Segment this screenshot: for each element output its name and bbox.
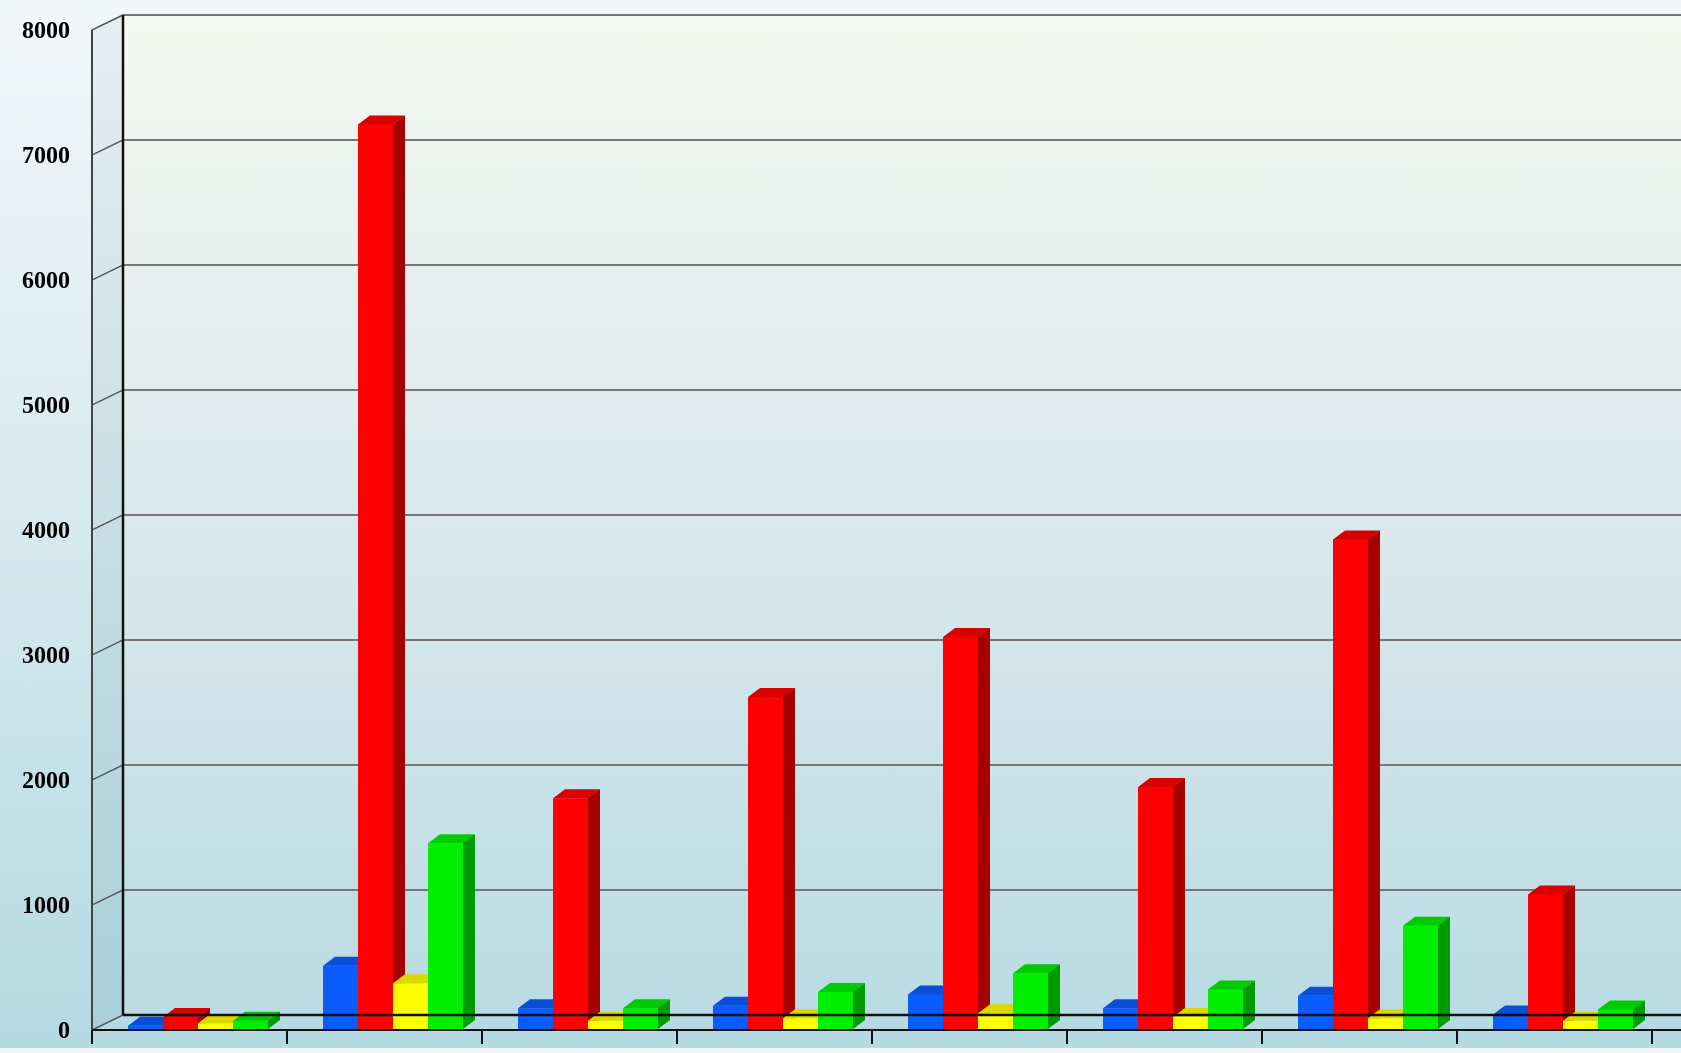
y-tick-label: 3000	[22, 643, 70, 669]
bar	[748, 688, 795, 1029]
bar-top	[1598, 1000, 1645, 1010]
bar-side	[1173, 778, 1185, 1029]
bar	[1528, 885, 1575, 1029]
y-tick-label: 1000	[22, 893, 70, 919]
chart-walls	[91, 13, 1681, 1032]
bar-top	[748, 688, 795, 697]
bar-front	[428, 843, 463, 1029]
bar	[1403, 916, 1450, 1029]
bar	[1138, 778, 1185, 1029]
bar-top	[358, 115, 405, 125]
bar-top	[553, 789, 600, 799]
bar-front	[393, 983, 428, 1029]
bar-front	[1403, 925, 1438, 1029]
bar-front	[623, 1008, 658, 1029]
gridline-depth	[91, 514, 124, 531]
bar-side	[1563, 885, 1575, 1029]
bar-front	[978, 1013, 1013, 1029]
bar	[818, 983, 865, 1029]
y-tick-label: 0	[58, 1018, 70, 1044]
y-tick-label: 7000	[22, 143, 70, 169]
y-tick-label: 5000	[22, 393, 70, 419]
bar-side	[1438, 916, 1450, 1029]
bar-top	[1138, 778, 1185, 787]
bar-front	[908, 994, 943, 1029]
bar-front	[713, 1005, 748, 1029]
bar	[943, 628, 990, 1029]
bar	[358, 115, 405, 1029]
bar-front	[1138, 787, 1173, 1029]
bar	[428, 834, 475, 1029]
bar-side	[783, 688, 795, 1029]
bar-front	[198, 1023, 233, 1029]
bar	[1333, 530, 1380, 1029]
bar-side	[463, 834, 475, 1029]
bar-top	[943, 628, 990, 637]
bar-top	[1208, 980, 1255, 990]
bar-front	[163, 1017, 198, 1029]
bar-front	[518, 1008, 553, 1029]
bar-front	[1208, 989, 1243, 1029]
bar-top	[1013, 964, 1060, 974]
axes	[91, 15, 1681, 1044]
bar-side	[853, 983, 865, 1029]
bar-front	[1103, 1008, 1138, 1029]
bar-front	[748, 697, 783, 1029]
bar	[623, 999, 670, 1029]
bar-top	[1528, 885, 1575, 895]
bar-front	[323, 965, 358, 1029]
y-tick-label: 2000	[22, 768, 70, 794]
bar-front	[553, 798, 588, 1029]
y-axis-tick-labels: 0 1000 2000 3000 4000 5000 6000 7000 8000	[22, 18, 70, 1044]
bar-top	[428, 834, 475, 844]
y-tick-label: 6000	[22, 268, 70, 294]
gridline-depth	[91, 889, 124, 906]
bar-side	[1243, 980, 1255, 1029]
bar	[553, 789, 600, 1029]
bar-front	[1563, 1020, 1598, 1029]
bar-front	[588, 1020, 623, 1029]
bar-front	[1598, 1009, 1633, 1029]
bar-front	[1013, 973, 1048, 1029]
bar	[1013, 964, 1060, 1029]
gridline-depth	[91, 264, 124, 281]
bar-side	[393, 115, 405, 1029]
bar-front	[1173, 1017, 1208, 1029]
bars	[128, 115, 1645, 1029]
y-tick-label: 4000	[22, 518, 70, 544]
bar-front	[1333, 539, 1368, 1029]
gridline-depth	[91, 639, 124, 656]
bar-side	[588, 789, 600, 1029]
gridline-depth	[91, 389, 124, 406]
bar	[1208, 980, 1255, 1029]
bar-top	[1403, 916, 1450, 926]
bar-front	[1298, 995, 1333, 1029]
bar-top	[623, 999, 670, 1009]
bar-top	[818, 983, 865, 992]
bar-front	[1493, 1014, 1528, 1029]
bar-front	[818, 992, 853, 1029]
bar-side	[978, 628, 990, 1029]
y-tick-label: 8000	[22, 18, 70, 44]
bar-front	[128, 1025, 163, 1029]
bar-side	[1048, 964, 1060, 1029]
bar-front	[358, 124, 393, 1029]
bar-front	[943, 637, 978, 1029]
gridline-depth	[91, 14, 124, 31]
gridline-depth	[91, 139, 124, 156]
bar-top	[1333, 530, 1380, 540]
bar-front	[783, 1018, 818, 1029]
gridline-depth	[91, 764, 124, 781]
bar-front	[1528, 894, 1563, 1029]
bar-front	[233, 1020, 268, 1029]
bar-front	[1368, 1018, 1403, 1029]
bar-side	[1368, 530, 1380, 1029]
